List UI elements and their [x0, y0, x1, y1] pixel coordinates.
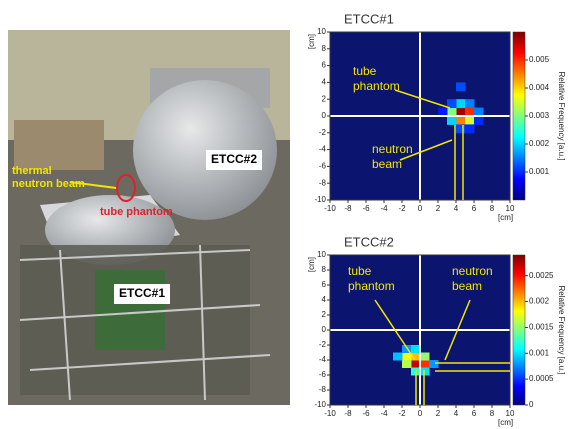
heat-cell: [429, 360, 439, 368]
heat-cell: [465, 124, 475, 133]
y-axis-label: [cm]: [307, 34, 316, 49]
x-tick-label: 2: [436, 409, 441, 418]
annotation: beam: [372, 157, 402, 171]
y-tick-label: -4: [319, 145, 327, 154]
x-tick-label: 4: [454, 409, 459, 418]
x-tick-label: -2: [398, 204, 406, 213]
shield: [14, 120, 104, 170]
annotation: neutron: [372, 142, 413, 156]
heat-cell: [393, 353, 403, 361]
beam-label: thermal: [12, 165, 52, 177]
y-tick-label: -8: [319, 385, 327, 394]
x-tick-label: -8: [344, 204, 352, 213]
colorbar-tick-label: 0.001: [529, 348, 550, 357]
heat-cell: [456, 124, 466, 133]
y-tick-label: -10: [314, 400, 326, 409]
y-tick-label: 8: [322, 44, 327, 53]
colorbar-tick-label: 0.001: [529, 167, 550, 176]
heat-cell: [456, 116, 466, 125]
y-tick-label: 6: [322, 280, 327, 289]
x-tick-label: 8: [490, 204, 495, 213]
colorbar: [513, 255, 525, 405]
y-tick-label: -6: [319, 370, 327, 379]
y-tick-label: 0: [322, 325, 327, 334]
colorbar-tick-label: 0.005: [529, 55, 550, 64]
annotation: neutron: [452, 264, 493, 278]
colorbar-tick-label: 0.003: [529, 111, 550, 120]
x-tick-label: -6: [362, 409, 370, 418]
heat-cell: [465, 99, 475, 108]
etcc2-label: ETCC#2: [211, 152, 257, 166]
y-tick-label: 6: [322, 61, 327, 70]
heat-cell: [474, 116, 484, 125]
board: [95, 270, 165, 350]
y-tick-label: -10: [314, 195, 326, 204]
x-tick-label: 2: [436, 204, 441, 213]
colorbar-tick-label: 0.002: [529, 139, 550, 148]
y-tick-label: 2: [322, 94, 327, 103]
y-tick-label: 0: [322, 111, 327, 120]
x-tick-label: 0: [418, 204, 423, 213]
x-tick-label: -2: [398, 409, 406, 418]
x-tick-label: 0: [418, 409, 423, 418]
colorbar: [513, 32, 525, 200]
x-tick-label: -6: [362, 204, 370, 213]
beam-label: neutron beam: [12, 178, 85, 190]
colorbar-label: Relative Frequency [a.u.]: [557, 72, 566, 161]
photo: thermal neutron beam tube phantom ETCC#2…: [8, 30, 290, 405]
figure: thermal neutron beam tube phantom ETCC#2…: [0, 0, 569, 429]
chart-title: ETCC#2: [344, 234, 394, 249]
colorbar-tick-label: 0.002: [529, 297, 550, 306]
y-tick-label: -8: [319, 178, 327, 187]
y-tick-label: -6: [319, 162, 327, 171]
heat-cell: [465, 116, 475, 125]
y-tick-label: 2: [322, 310, 327, 319]
colorbar-label: Relative Frequency [a.u.]: [557, 286, 566, 375]
heat-cell: [420, 360, 430, 368]
colorbar-tick-label: 0: [529, 400, 534, 409]
annotation: phantom: [353, 79, 400, 93]
colorbar-tick-label: 0.004: [529, 83, 550, 92]
phantom-label: tube phantom: [100, 206, 173, 218]
y-tick-label: 10: [317, 27, 326, 36]
x-tick-label: 10: [506, 204, 515, 213]
y-tick-label: -2: [319, 128, 327, 137]
y-tick-label: 10: [317, 250, 326, 259]
annotation: tube: [348, 264, 372, 278]
x-tick-label: 6: [472, 204, 477, 213]
colorbar-tick-label: 0.0005: [529, 374, 554, 383]
x-axis-label: [cm]: [498, 213, 513, 222]
x-tick-label: -4: [380, 204, 388, 213]
y-tick-label: 8: [322, 265, 327, 274]
x-tick-label: -8: [344, 409, 352, 418]
y-axis-label: [cm]: [307, 257, 316, 272]
x-tick-label: -10: [324, 409, 336, 418]
x-tick-label: -4: [380, 409, 388, 418]
heat-cell: [420, 353, 430, 361]
etcc1-label: ETCC#1: [119, 286, 165, 300]
chart-title: ETCC#1: [344, 11, 394, 26]
x-tick-label: -10: [324, 204, 336, 213]
y-tick-label: -2: [319, 340, 327, 349]
x-tick-label: 8: [490, 409, 495, 418]
y-tick-label: -4: [319, 355, 327, 364]
annotation: tube: [353, 64, 377, 78]
x-axis-label: [cm]: [498, 418, 513, 427]
colorbar-tick-label: 0.0015: [529, 323, 554, 332]
x-tick-label: 4: [454, 204, 459, 213]
y-tick-label: 4: [322, 295, 327, 304]
x-tick-label: 6: [472, 409, 477, 418]
heat-cell: [402, 360, 412, 368]
colorbar-tick-label: 0.0025: [529, 271, 554, 280]
heat-cell: [456, 99, 466, 108]
annotation: beam: [452, 279, 482, 293]
y-tick-label: 4: [322, 78, 327, 87]
heat-cell: [447, 116, 457, 125]
annotation: phantom: [348, 279, 395, 293]
x-tick-label: 10: [506, 409, 515, 418]
heat-cell: [456, 82, 466, 91]
